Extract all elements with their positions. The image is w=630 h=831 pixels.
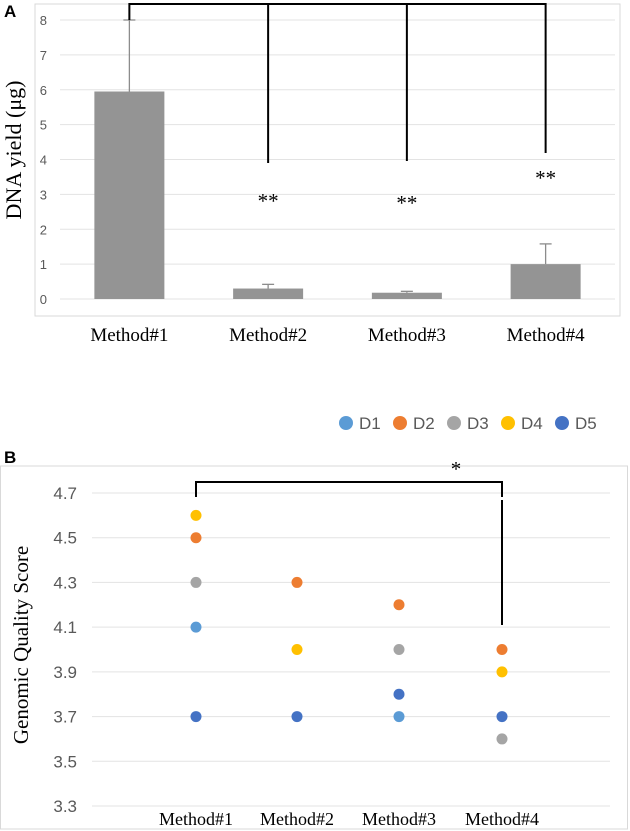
- point-d3-method4: [496, 733, 508, 745]
- point-d2-method2: [291, 576, 303, 588]
- chart-b-y-tick-label: 4.5: [53, 529, 77, 548]
- legend-label-d2: D2: [413, 414, 435, 433]
- chart-b-x-tick-label: Method#2: [260, 809, 334, 829]
- legend-label-d3: D3: [467, 414, 489, 433]
- point-d4-method4: [496, 666, 508, 678]
- panel-label-a: A: [4, 2, 16, 21]
- chart-a-y-tick-label: 8: [40, 13, 47, 28]
- chart-a-y-tick-label: 0: [40, 292, 47, 307]
- chart-a-x-tick-label: Method#1: [90, 325, 168, 346]
- chart-b-x-tick-label: Method#4: [465, 809, 539, 829]
- significance-marker: **: [396, 191, 417, 215]
- significance-marker: *: [451, 457, 462, 481]
- legend-marker-d5: [555, 416, 569, 430]
- chart-a-y-tick-label: 4: [40, 153, 47, 168]
- significance-bracket: [128, 3, 547, 153]
- chart-b-legend: D1 D2 D3 D4 D5: [339, 414, 597, 433]
- point-d5-method2: [291, 711, 303, 723]
- legend-marker-d2: [393, 416, 407, 430]
- chart-a: 0 1 2 3 4 5 6 7 8 Method#1 Method#2 Method#3 Method…: [1, 3, 621, 346]
- chart-a-y-tick-label: 7: [40, 48, 47, 63]
- chart-b-frame: [0, 465, 628, 830]
- chart-a-x-tick-label: Method#3: [368, 325, 446, 346]
- point-d4-method1: [190, 509, 202, 521]
- point-d2-method4: [496, 644, 508, 655]
- point-d1-method1: [190, 621, 202, 633]
- point-d3-method1: [190, 576, 202, 588]
- chart-b-x-tick-label: Method#3: [362, 809, 436, 829]
- point-d1-method3: [393, 711, 405, 723]
- legend-label-d1: D1: [359, 414, 381, 433]
- point-d5-method1: [190, 711, 202, 723]
- chart-a-y-tick-label: 3: [40, 187, 47, 202]
- point-d2-method3: [393, 599, 405, 611]
- legend-label-d4: D4: [521, 414, 543, 433]
- bar-method2: [233, 288, 304, 299]
- chart-a-y-tick-label: 2: [40, 222, 47, 237]
- chart-b: 3.3 3.5 3.7 3.9 4.1 4.3 4.5 4.7 Method#1 Method#…: [0, 457, 628, 830]
- bar-method1: [94, 91, 165, 300]
- chart-a-y-tick-label: 6: [40, 83, 47, 98]
- panel-label-b: B: [4, 448, 16, 467]
- chart-b-y-tick-label: 4.3: [53, 573, 77, 592]
- chart-a-y-tick-label: 5: [40, 118, 47, 133]
- chart-a-y-tick-label: 1: [40, 257, 47, 272]
- chart-b-y-tick-label: 3.3: [53, 797, 77, 816]
- point-d5-method3: [393, 688, 405, 700]
- legend-marker-d4: [501, 416, 515, 430]
- point-d4-method2: [291, 644, 303, 655]
- chart-b-y-tick-label: 4.1: [53, 618, 77, 637]
- bar-method3: [371, 292, 442, 299]
- significance-bracket: [195, 481, 503, 497]
- chart-b-y-axis-label: Genomic Quality Score: [9, 546, 33, 744]
- chart-a-x-tick-label: Method#2: [229, 325, 307, 346]
- significance-marker: **: [258, 189, 279, 213]
- bar-method4: [510, 264, 581, 299]
- point-d3-method3: [393, 644, 405, 655]
- chart-a-x-tick-label: Method#4: [507, 325, 586, 346]
- chart-a-y-axis-label: DNA yield (μg): [1, 81, 26, 220]
- chart-b-y-tick-label: 3.9: [53, 663, 77, 682]
- chart-b-y-tick-label: 4.7: [53, 484, 77, 503]
- chart-b-y-tick-label: 3.5: [53, 752, 77, 771]
- chart-b-y-tick-label: 3.7: [53, 708, 77, 727]
- legend-marker-d1: [339, 416, 353, 430]
- significance-marker: **: [535, 166, 556, 190]
- legend-marker-d3: [447, 416, 461, 430]
- point-d5-method4: [496, 711, 508, 723]
- legend-label-d5: D5: [575, 414, 597, 433]
- point-d2-method1: [190, 532, 202, 544]
- chart-b-x-tick-label: Method#1: [159, 809, 233, 829]
